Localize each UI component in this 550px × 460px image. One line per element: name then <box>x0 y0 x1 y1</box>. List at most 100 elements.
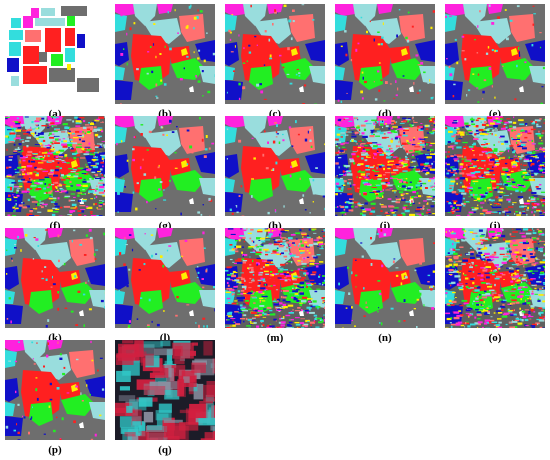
noise-speck <box>460 324 465 327</box>
noise-speck <box>510 235 516 237</box>
noise-speck <box>499 305 505 308</box>
noise-speck <box>277 309 283 310</box>
region-magenta <box>487 4 503 14</box>
noise-speck <box>357 187 360 189</box>
noise-speck <box>489 289 495 292</box>
region-blue <box>195 264 215 286</box>
noise-speck <box>48 197 53 200</box>
noise-speck <box>35 158 39 160</box>
map-graphic <box>445 4 545 104</box>
noise-speck <box>475 119 479 122</box>
noise-speck <box>445 156 447 159</box>
noise-speck <box>499 253 505 255</box>
noise-speck <box>495 117 499 119</box>
noise-speck <box>536 318 543 321</box>
noise-speck <box>360 90 363 94</box>
noise-speck <box>20 169 25 171</box>
noise-speck <box>544 317 545 319</box>
noise-speck <box>47 155 50 157</box>
noise-speck <box>303 310 305 312</box>
region-salmon <box>179 126 205 154</box>
noise-speck <box>9 186 13 189</box>
noise-speck <box>542 300 545 303</box>
noise-speck <box>363 287 365 290</box>
noise-speck <box>505 290 509 292</box>
noise-speck <box>6 198 10 200</box>
noise-speck <box>481 150 488 153</box>
noise-speck <box>345 166 348 169</box>
noise-speck <box>462 126 464 128</box>
noise-speck <box>42 156 45 159</box>
noise-speck <box>353 162 356 165</box>
noise-speck <box>72 120 75 123</box>
noise-speck <box>71 142 78 145</box>
noise-speck <box>150 234 154 236</box>
noise-speck <box>53 135 60 137</box>
noise-speck <box>477 242 483 244</box>
region-cyan <box>115 126 127 144</box>
noise-speck <box>515 159 518 162</box>
map-q <box>115 340 215 440</box>
noise-speck <box>250 251 256 253</box>
noise-speck <box>82 126 87 129</box>
noise-speck <box>291 296 294 299</box>
noise-speck <box>246 280 251 283</box>
texture-patch <box>199 401 213 405</box>
noise-speck <box>485 266 491 269</box>
noise-speck <box>181 289 185 293</box>
noise-speck <box>507 251 509 253</box>
noise-speck <box>502 125 506 128</box>
noise-speck <box>465 173 472 175</box>
noise-speck <box>93 194 97 196</box>
noise-speck <box>485 257 490 259</box>
noise-speck <box>498 141 500 143</box>
texture-patch <box>163 419 183 423</box>
noise-speck <box>482 259 485 261</box>
noise-speck <box>253 308 255 311</box>
noise-speck <box>26 136 31 139</box>
noise-speck <box>511 299 517 302</box>
noise-speck <box>301 260 303 263</box>
noise-speck <box>506 118 511 120</box>
noise-speck <box>486 143 490 145</box>
noise-speck <box>527 140 529 142</box>
noise-speck <box>516 70 519 73</box>
noise-speck <box>341 146 346 148</box>
texture-patch <box>166 368 174 381</box>
noise-speck <box>314 321 317 323</box>
noise-speck <box>360 171 366 173</box>
noise-speck <box>498 321 502 324</box>
texture-patch <box>158 403 172 413</box>
noise-speck <box>481 195 486 198</box>
noise-speck <box>248 282 253 284</box>
noise-speck <box>30 185 37 187</box>
noise-speck <box>295 289 300 291</box>
noise-speck <box>195 16 199 19</box>
region-white <box>299 310 304 316</box>
noise-speck <box>521 143 526 147</box>
noise-speck <box>71 203 77 206</box>
texture-patch <box>140 353 154 366</box>
noise-speck <box>483 278 488 280</box>
noise-speck <box>237 308 239 310</box>
noise-speck <box>517 295 523 298</box>
noise-speck <box>299 282 305 285</box>
noise-speck <box>539 46 542 49</box>
noise-speck <box>61 143 68 146</box>
noise-speck <box>501 309 504 311</box>
texture-patch <box>131 409 142 426</box>
noise-speck <box>240 228 242 230</box>
noise-speck <box>98 116 105 119</box>
noise-speck <box>27 198 30 202</box>
noise-speck <box>245 262 249 264</box>
noise-speck <box>33 363 36 365</box>
noise-speck <box>511 268 514 270</box>
noise-speck <box>389 188 393 190</box>
noise-speck <box>371 133 375 136</box>
noise-speck <box>289 319 292 321</box>
region-light-cyan <box>143 242 181 268</box>
noise-speck <box>37 203 40 206</box>
noise-speck <box>410 161 414 163</box>
region-light-cyan <box>473 18 511 44</box>
noise-speck <box>430 285 433 289</box>
